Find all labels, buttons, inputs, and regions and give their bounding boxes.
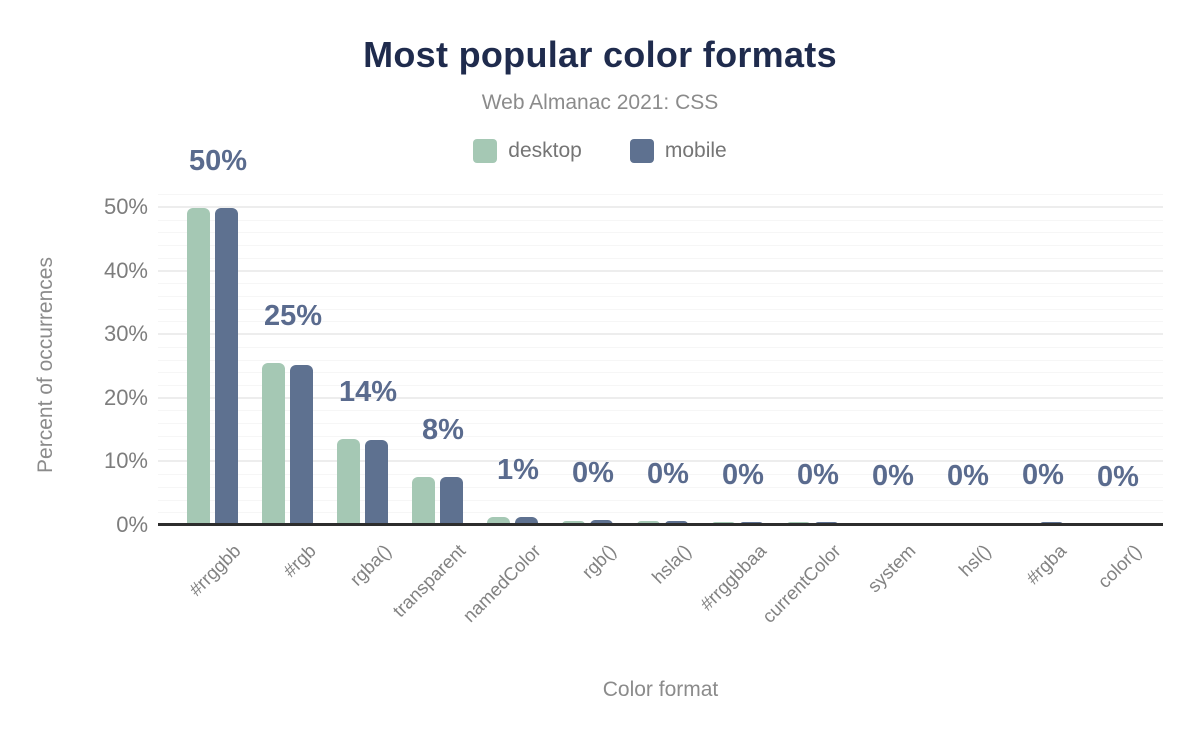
y-tick-label: 40% [103, 257, 148, 283]
bar-desktop-6 [561, 520, 585, 525]
bar-value-label: 0% [572, 457, 614, 490]
gridline-minor [158, 435, 1163, 437]
gridline-minor [158, 308, 1163, 310]
y-tick-label: 0% [116, 512, 148, 537]
bar-mobile-5 [514, 516, 538, 525]
x-tick-label: hsla() [647, 540, 695, 588]
y-tick-label: 20% [103, 384, 148, 410]
gridline-major [158, 333, 1163, 336]
bar-desktop-2 [261, 362, 285, 525]
y-tick-label: 30% [103, 321, 148, 347]
bar-value-label: 0% [872, 459, 914, 492]
bar-value-label: 0% [797, 458, 839, 491]
x-tick-label: #rgba [1021, 540, 1070, 589]
bar-value-label: 0% [1022, 459, 1064, 492]
bar-value-label: 14% [338, 376, 398, 409]
x-tick-label: #rrggbb [184, 540, 245, 600]
x-tick-label: rgb() [577, 540, 620, 583]
bar-desktop-5 [486, 517, 510, 525]
bar-mobile-3 [364, 439, 388, 525]
gridline-minor [158, 194, 1163, 196]
gridline-minor [158, 372, 1163, 374]
y-tick-label: 50% [103, 193, 148, 219]
bar-value-label: 8% [422, 413, 464, 446]
legend-item-desktop: desktop [473, 139, 582, 163]
gridline-minor [158, 359, 1163, 361]
gridline-minor [158, 486, 1163, 488]
gridline-minor [158, 295, 1163, 297]
gridline-major [158, 269, 1163, 272]
legend-swatch-icon [473, 139, 498, 163]
gridline-minor [158, 385, 1163, 387]
x-tick-label: color() [1092, 540, 1145, 592]
gridline-minor [158, 499, 1163, 501]
legend-label: desktop [508, 139, 582, 162]
bar-value-label: 0% [722, 458, 764, 491]
x-tick-label: #rrggbbaa [695, 540, 770, 615]
x-tick-label: system [863, 540, 920, 597]
x-tick-label: hsl() [954, 540, 995, 581]
bar-mobile-1 [214, 208, 238, 525]
x-axis-title: Color format [602, 678, 719, 701]
x-tick-label: #rgb [278, 540, 320, 582]
bar-mobile-2 [289, 364, 313, 525]
gridline-major [158, 460, 1163, 463]
gridline-minor [158, 219, 1163, 221]
gridline-minor [158, 245, 1163, 247]
legend-item-mobile: mobile [629, 139, 727, 163]
gridline-minor [158, 423, 1163, 425]
bar-value-label: 0% [1097, 461, 1139, 494]
y-axis-title: Percent of occurrences [34, 257, 57, 473]
gridline-minor [158, 448, 1163, 450]
bar-value-label: 50% [188, 144, 248, 177]
bar-mobile-7 [664, 520, 688, 525]
gridline-minor [158, 232, 1163, 234]
gridline-minor [158, 257, 1163, 259]
gridline-major [158, 205, 1163, 208]
x-tick-label: currentColor [758, 540, 845, 627]
bar-value-label: 25% [263, 299, 323, 332]
legend-label: mobile [664, 139, 727, 162]
bar-mobile-4 [439, 476, 463, 525]
chart-subtitle: Web Almanac 2021: CSS [481, 91, 719, 114]
bar-mobile-6 [589, 520, 613, 525]
bar-value-label: 1% [497, 453, 539, 486]
x-tick-label: rgba() [345, 540, 395, 590]
gridline-major [158, 396, 1163, 399]
gridline-minor [158, 410, 1163, 412]
bar-desktop-1 [186, 207, 210, 525]
x-tick-label: namedColor [458, 540, 545, 627]
x-axis-line [158, 523, 1163, 526]
bar-desktop-4 [411, 476, 435, 525]
gridline-minor [158, 512, 1163, 514]
chart-title: Most popular color formats [363, 34, 837, 75]
legend-swatch-icon [629, 139, 654, 163]
bar-value-label: 0% [647, 457, 689, 490]
x-tick-label: transparent [388, 540, 470, 622]
gridline-minor [158, 321, 1163, 323]
legend: desktop mobile [0, 139, 1200, 163]
gridline-minor [158, 474, 1163, 476]
gridline-minor [158, 346, 1163, 348]
gridline-minor [158, 283, 1163, 285]
y-tick-label: 10% [103, 448, 148, 474]
bar-desktop-3 [336, 439, 360, 525]
bar-value-label: 0% [947, 459, 989, 492]
